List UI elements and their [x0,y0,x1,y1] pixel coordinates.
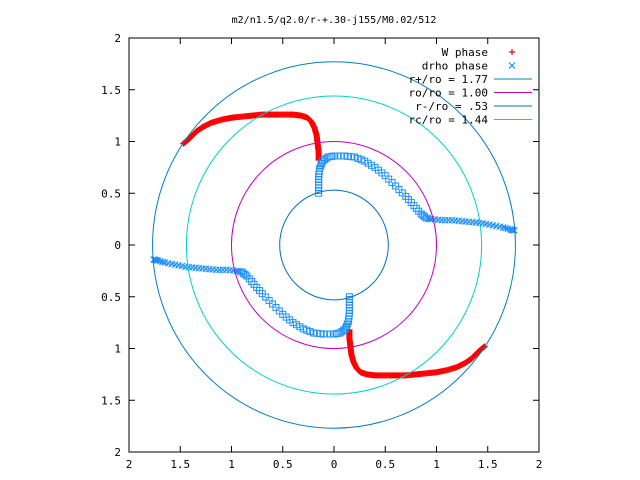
data-point [502,224,509,232]
legend-entry: drho phase [422,60,516,73]
data-point [316,164,324,172]
y-tick-label: 0.5 [101,187,121,200]
x-tick-label: 1.5 [170,458,190,471]
legend-swatch [509,49,515,55]
y-tick-label: 0.5 [101,291,121,304]
legend-label: rc/ro = 1.44 [409,114,489,127]
legend-entry: W phase [442,46,515,59]
legend-entry: r+/ro = 1.77 [409,73,532,86]
x-tick-label: 2 [536,458,543,471]
data-point [344,318,352,326]
x-tick-label: 0 [331,458,338,471]
legend-entry: ro/ro = 1.00 [409,87,532,100]
legend-entry: rc/ro = 1.44 [409,114,532,127]
x-tick-label: 0.5 [273,458,293,471]
circle-series-2 [152,61,516,429]
x-tick-label: 0.5 [375,458,395,471]
y-tick-label: 1.5 [101,84,121,97]
y-tick-label: 1.5 [101,394,121,407]
circle-series-3 [231,141,437,349]
data-point [159,258,166,266]
legend-label: r-/ro = .53 [415,100,488,113]
data-point [317,162,325,170]
x-tick-label: 1 [433,458,440,471]
series-0 [180,111,488,379]
x-tick-label: 2 [126,458,133,471]
series-1 [150,152,518,338]
circle-series-5 [185,95,483,395]
legend-entry: r-/ro = .53 [415,100,532,113]
y-tick-label: 2 [114,32,121,45]
chart-marks [150,61,518,429]
chart-title: m2/n1.5/q2.0/r-+.30-j155/M0.02/512 [232,15,437,26]
data-point [499,223,507,231]
circle-series-4 [279,189,389,301]
legend-label: r+/ro = 1.77 [409,73,488,86]
data-point [343,320,351,328]
y-tick-label: 2 [114,446,121,459]
x-tick-label: 1 [228,458,235,471]
legend-label: drho phase [422,60,488,73]
legend-label: ro/ro = 1.00 [409,87,488,100]
axes: 2 1.5 1 0.5 0 0.5 1 1.5 221.510.500.511.52 [101,32,542,471]
y-tick-label: 1 [114,343,121,356]
x-tick-label: 1.5 [478,458,498,471]
legend-swatch [508,62,516,69]
y-tick-label: 1 [114,136,121,149]
data-point [161,259,169,267]
legend-label: W phase [442,46,488,59]
y-tick-label: 0 [114,239,121,252]
